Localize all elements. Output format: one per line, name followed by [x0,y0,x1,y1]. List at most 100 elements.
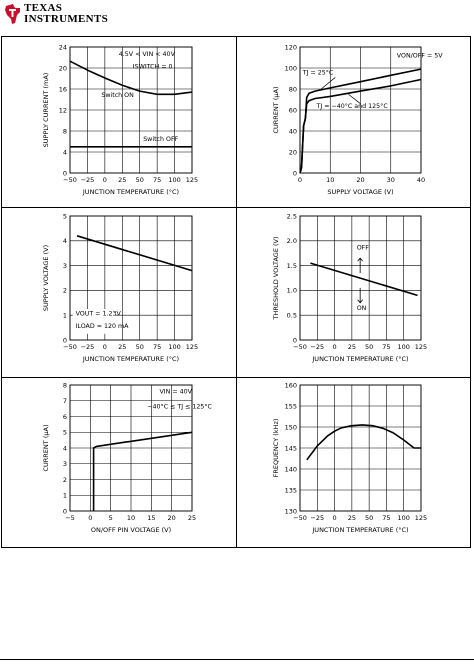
annotation-label: Switch ON [101,92,134,99]
y-tick-label: 160 [285,381,297,389]
y-tick-label: 0 [63,336,67,344]
y-tick-label: 4 [63,237,67,245]
x-tick-label: 125 [415,514,427,522]
x-tick-label: −25 [310,514,324,522]
annotation-label: −40°C ≤ TJ ≤ 125°C [147,403,212,411]
annotation-label: TJ = −40°C and 125°C [315,102,388,110]
annotation-label: VON/OFF = 5V [397,53,443,60]
x-tick-label: 100 [398,343,410,351]
y-tick-label: 5 [63,429,67,437]
y-axis-label: FREQUENCY (kHz) [272,419,280,478]
arrow-down-icon [357,287,363,304]
x-tick-label: 50 [136,343,144,351]
y-tick-label: 145 [285,444,297,452]
x-tick-label: 25 [118,176,126,184]
x-tick-label: 75 [382,514,390,522]
y-tick-label: 1.5 [287,262,297,270]
arrow-up-icon [357,257,363,274]
x-tick-label: 100 [168,176,180,184]
y-tick-label: 100 [285,64,297,72]
y-tick-label: 150 [285,423,297,431]
y-tick-label: 6 [63,413,67,421]
x-tick-label: 20 [168,514,176,522]
x-tick-label: 100 [398,514,410,522]
plot-frame [69,384,193,512]
x-tick-label: 50 [136,176,144,184]
series-line [92,431,193,511]
x-tick-label: 75 [153,343,161,351]
x-tick-label: −25 [310,343,324,351]
annotation-label: ON [357,305,367,312]
y-tick-label: 120 [285,43,297,51]
x-tick-label: 125 [186,343,198,351]
x-tick-label: 15 [147,514,155,522]
x-tick-label: 25 [118,343,126,351]
annotation-leader [348,93,361,104]
brand-name-line2: INSTRUMENTS [24,13,108,25]
x-tick-label: 10 [326,176,334,184]
y-tick-label: 0.5 [287,312,297,320]
y-tick-label: 8 [63,381,67,389]
y-tick-label: 3 [63,262,67,270]
y-tick-label: 24 [59,43,67,51]
annotation-leader [320,77,336,90]
page-header: TEXAS INSTRUMENTS [0,0,474,34]
annotation-label: 4.5V < VIN < 40V [119,51,176,58]
x-tick-label: 40 [417,176,425,184]
y-tick-label: 7 [63,397,67,405]
x-tick-label: 0 [103,343,107,351]
grid-divider-vertical [236,36,237,548]
x-tick-label: 50 [365,343,373,351]
x-tick-label: 25 [188,514,196,522]
series-line [306,424,421,461]
x-tick-label: 25 [348,514,356,522]
series-line [310,262,418,297]
x-tick-label: 0 [333,514,337,522]
brand-name-line1: TEXAS [24,2,63,14]
annotation-label: TJ = 25°C [302,68,334,76]
x-tick-label: −50 [63,176,77,184]
x-tick-label: 0 [298,176,302,184]
y-tick-label: 1 [63,312,67,320]
y-tick-label: 140 [285,465,297,473]
x-tick-label: 75 [153,176,161,184]
series-line [76,235,193,272]
x-axis-label: ON/OFF PIN VOLTAGE (V) [91,526,171,534]
y-axis-label: SUPPLY CURRENT (mA) [42,73,50,148]
annotation-label: VIN = 40V [159,389,192,396]
plot-frame [69,46,193,174]
y-tick-label: 2.5 [287,212,297,220]
plot-frame [299,46,422,174]
grid-divider-row1 [1,207,471,208]
x-tick-label: 20 [356,176,364,184]
annotation-label: Switch OFF [143,136,178,143]
annotation-label: VOUT = 1.23V [76,311,122,318]
x-tick-label: 0 [333,343,337,351]
annotation-label: ILOAD = 120 mA [76,323,130,330]
y-axis-label: CURRENT (µA) [42,425,50,472]
x-axis-label: JUNCTION TEMPERATURE (°C) [311,355,408,363]
x-tick-label: −50 [293,343,307,351]
x-tick-label: 125 [186,176,198,184]
x-tick-label: 30 [387,176,395,184]
y-tick-label: 12 [59,106,67,114]
y-tick-label: 2.0 [287,237,297,245]
x-tick-label: 10 [127,514,135,522]
x-tick-label: 75 [382,343,390,351]
x-tick-label: 125 [415,343,427,351]
series-line [69,60,193,96]
y-tick-label: 60 [289,106,297,114]
y-tick-label: 20 [59,64,67,72]
ti-logo-icon [5,4,20,24]
x-tick-label: 5 [109,514,113,522]
y-tick-label: 2 [63,287,67,295]
y-tick-label: 40 [289,127,297,135]
y-tick-label: 3 [63,460,67,468]
annotation-label: ISWITCH = 0 [133,64,173,71]
x-tick-label: −5 [65,514,75,522]
annotation-background [72,309,116,334]
y-tick-label: 2 [63,476,67,484]
y-tick-label: 1.0 [287,287,297,295]
y-axis-label: CURRENT (µA) [272,87,280,134]
x-tick-label: 50 [365,514,373,522]
